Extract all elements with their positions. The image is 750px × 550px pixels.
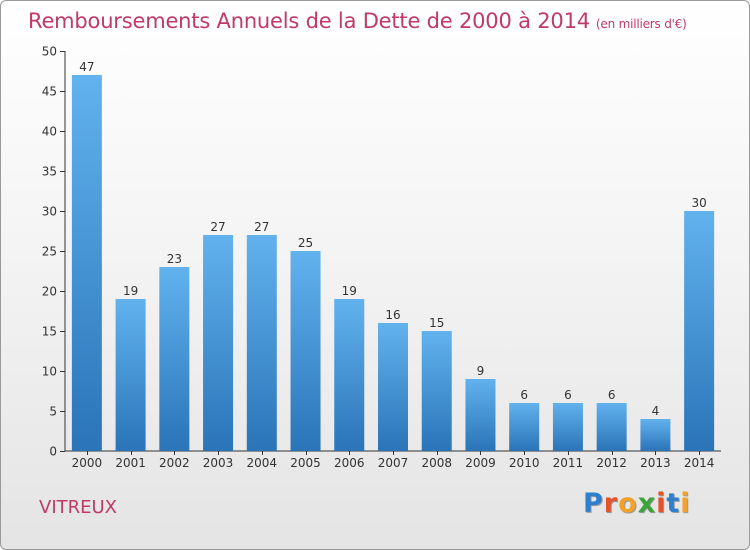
x-tick-label: 2014 (684, 456, 715, 470)
y-tick-label: 50 (42, 45, 57, 59)
value-label: 15 (429, 316, 444, 330)
bar-2001 (115, 299, 146, 451)
proxiti-logo[interactable]: Proxiti (583, 488, 691, 519)
y-tick-label: 30 (42, 205, 57, 219)
value-label: 6 (608, 388, 616, 402)
bar-2014 (684, 211, 715, 451)
value-label: 30 (691, 196, 706, 210)
value-label: 25 (298, 236, 313, 250)
value-label: 4 (652, 404, 660, 418)
bar-2009 (465, 379, 496, 451)
y-tick-label: 25 (42, 245, 57, 259)
logo-letter: r (603, 488, 619, 519)
x-tick-label: 2000 (72, 456, 103, 470)
logo-letter: x (637, 488, 657, 519)
x-tick-label: 2005 (290, 456, 321, 470)
bar-2012 (596, 403, 627, 451)
x-tick-label: 2009 (465, 456, 496, 470)
logo-letter: P (583, 488, 604, 519)
bar-2010 (509, 403, 540, 451)
y-tick-label: 10 (42, 365, 57, 379)
value-label: 27 (210, 220, 225, 234)
bar-2006 (334, 299, 365, 451)
bar-2005 (290, 251, 321, 451)
bar-2002 (159, 267, 190, 451)
x-tick-label: 2013 (640, 456, 671, 470)
value-label: 23 (167, 252, 182, 266)
value-label: 6 (564, 388, 572, 402)
y-tick-label: 20 (42, 285, 57, 299)
x-tick-label: 2006 (334, 456, 365, 470)
bar-2007 (378, 323, 408, 451)
bar-2004 (246, 235, 277, 451)
unit-label: (en milliers d'€) (595, 17, 687, 31)
x-tick-label: 2010 (509, 456, 540, 470)
x-tick-label: 2002 (159, 456, 190, 470)
value-label: 6 (520, 388, 528, 402)
logo-letter: i (656, 488, 667, 519)
bar-2011 (552, 403, 583, 451)
logo-letter: i (680, 488, 691, 519)
chart-title: Remboursements Annuels de la Dette de 20… (28, 9, 687, 33)
x-tick-label: 2007 (378, 456, 409, 470)
y-tick-label: 5 (49, 405, 57, 419)
commune-name: VITREUX (39, 497, 118, 518)
logo-letter: t (666, 488, 681, 519)
y-tick-label: 0 (49, 445, 57, 459)
x-tick-label: 2008 (421, 456, 452, 470)
logo-letter: o (618, 488, 638, 519)
x-tick-label: 2001 (115, 456, 146, 470)
value-label: 19 (123, 284, 138, 298)
bar-2003 (203, 235, 234, 451)
y-tick-label: 45 (42, 85, 57, 99)
y-tick-label: 35 (42, 165, 57, 179)
bar-2000 (71, 75, 102, 451)
y-tick-label: 15 (42, 325, 57, 339)
value-label: 47 (79, 60, 94, 74)
bar-2013 (640, 419, 671, 451)
value-label: 16 (385, 308, 400, 322)
x-tick-label: 2011 (553, 456, 584, 470)
value-label: 19 (342, 284, 357, 298)
y-tick-label: 40 (42, 125, 57, 139)
value-label: 9 (477, 364, 485, 378)
bar-2008 (421, 331, 452, 451)
x-tick-label: 2012 (596, 456, 627, 470)
x-tick-label: 2004 (247, 456, 278, 470)
value-label: 27 (254, 220, 269, 234)
x-tick-label: 2003 (203, 456, 234, 470)
